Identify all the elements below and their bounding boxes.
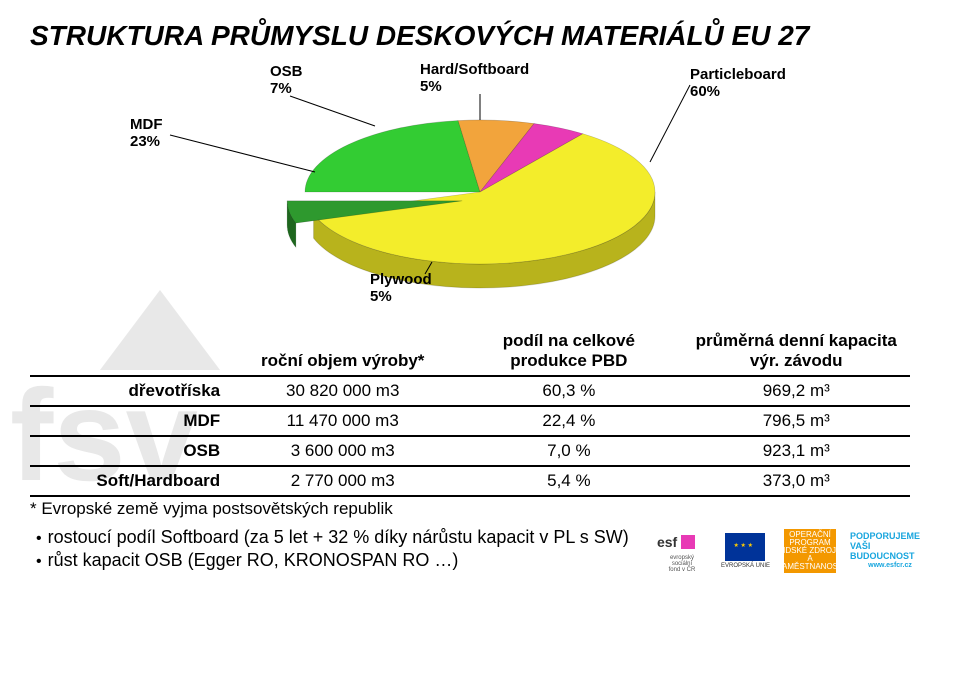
pod-logo: PODPORUJEME VAŠI BUDOUCNOST www.esfcr.cz [850, 531, 930, 571]
data-table: roční objem výroby* podíl na celkové pro… [30, 327, 910, 497]
col-header-share: podíl na celkové produkce PBD [455, 327, 682, 376]
row-label: OSB [30, 436, 230, 466]
row-volume: 3 600 000 m3 [230, 436, 455, 466]
row-capacity: 796,5 m³ [682, 406, 910, 436]
pie-label-hardsoftboard: Hard/Softboard5% [420, 62, 529, 95]
row-volume: 2 770 000 m3 [230, 466, 455, 496]
col-header-volume: roční objem výroby* [230, 327, 455, 376]
col-header-capacity: průměrná denní kapacita výr. závodu [682, 327, 910, 376]
row-capacity: 923,1 m³ [682, 436, 910, 466]
pie-chart: MDF23% OSB7% Hard/Softboard5% Particleboard… [130, 62, 850, 302]
col-header-empty [30, 327, 230, 376]
pie-label-particleboard: Particleboard60% [690, 67, 786, 100]
esf-logo: esf evropskýsociálnífond v ČR [657, 529, 707, 573]
pie-label-plywood: Plywood5% [370, 272, 432, 305]
op-logo: OPERAČNÍ PROGRAM LIDSKÉ ZDROJE A ZAMĚSTN… [784, 529, 836, 573]
row-capacity: 373,0 m³ [682, 466, 910, 496]
row-volume: 30 820 000 m3 [230, 376, 455, 406]
row-capacity: 969,2 m³ [682, 376, 910, 406]
row-label: Soft/Hardboard [30, 466, 230, 496]
eu-logo: EVROPSKÁ UNIE [721, 529, 770, 573]
row-share: 5,4 % [455, 466, 682, 496]
row-label: dřevotříska [30, 376, 230, 406]
row-share: 22,4 % [455, 406, 682, 436]
row-share: 60,3 % [455, 376, 682, 406]
pie-label-osb: OSB7% [270, 64, 303, 97]
row-share: 7,0 % [455, 436, 682, 466]
row-volume: 11 470 000 m3 [230, 406, 455, 436]
page-title: STRUKTURA PRŮMYSLU DESKOVÝCH MATERIÁLŮ E… [30, 20, 930, 52]
footer-logos: esf evropskýsociálnífond v ČR EVROPSKÁ U… [657, 529, 930, 573]
row-label: MDF [30, 406, 230, 436]
table-footnote: * Evropské země vyjma postsovětských rep… [30, 499, 930, 519]
pie-label-mdf: MDF23% [130, 117, 163, 150]
